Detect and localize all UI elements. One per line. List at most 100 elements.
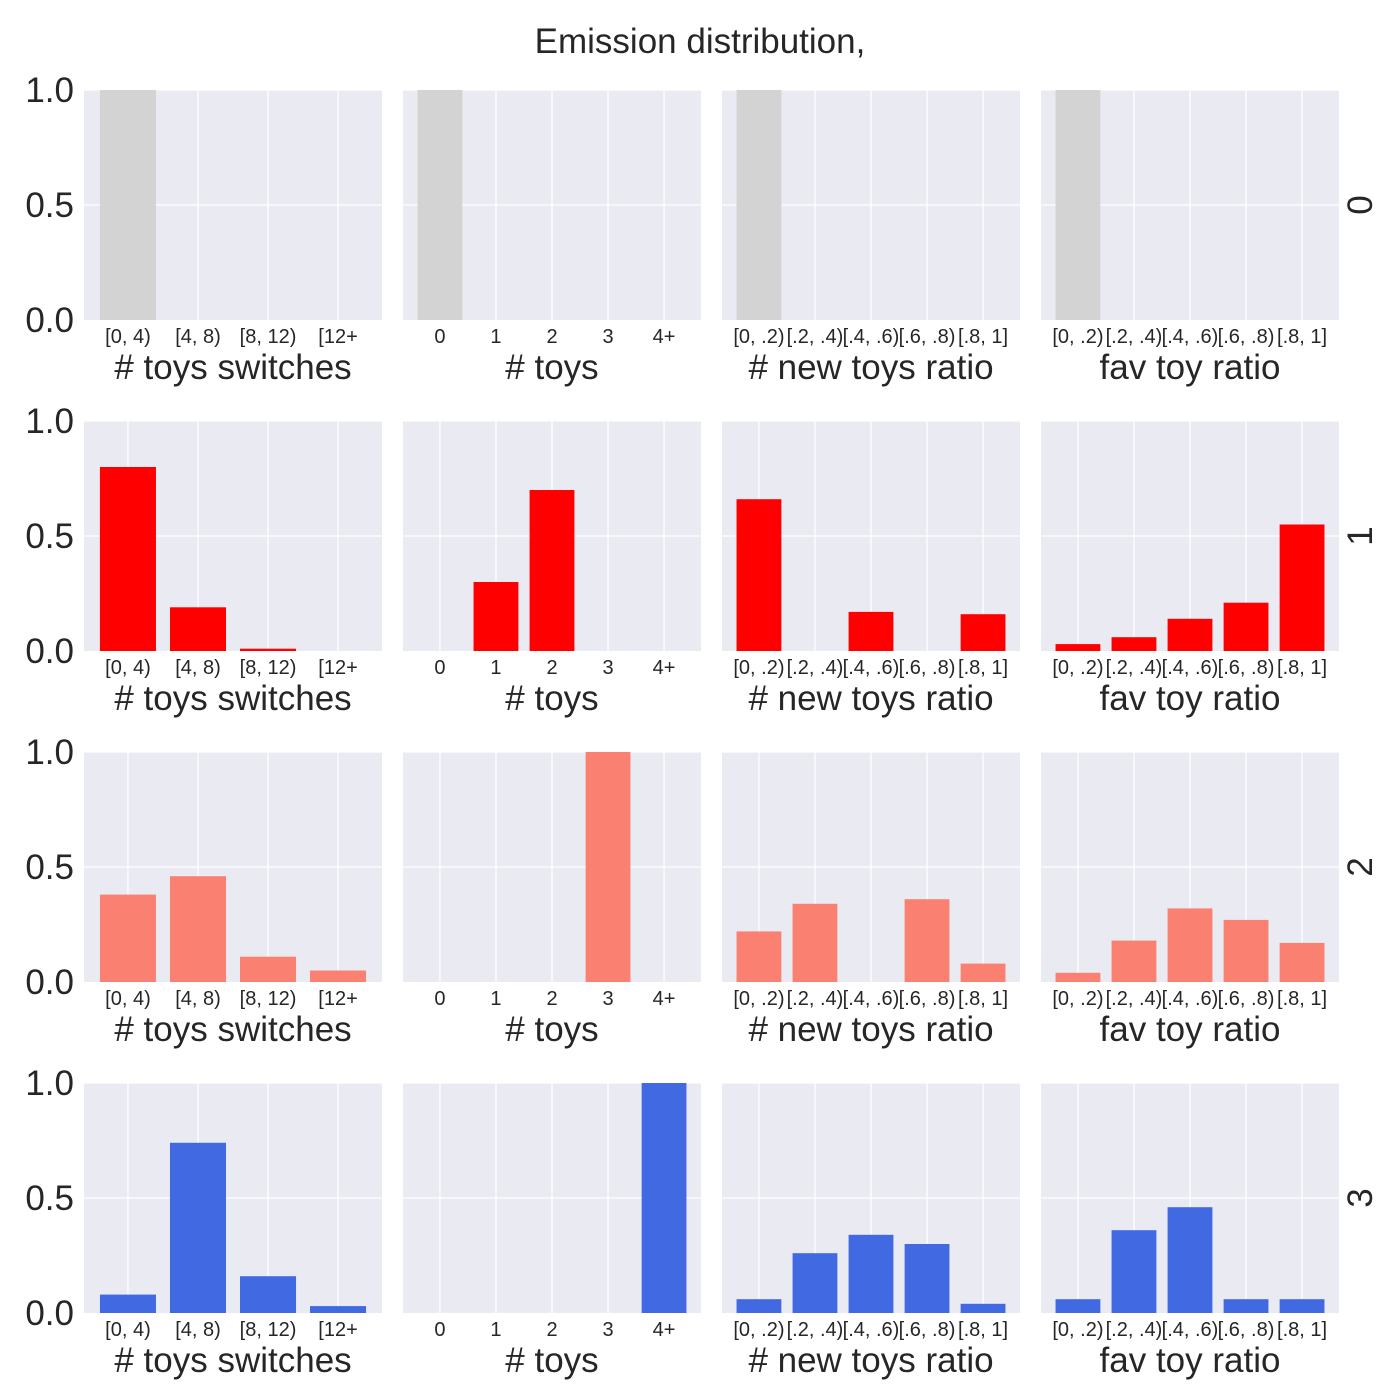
bar	[529, 490, 575, 651]
x-tick-label: [.4, .6)	[1162, 326, 1219, 348]
x-axis-label: fav toy ratio	[1100, 1341, 1281, 1380]
x-tick-label: [0, 4)	[105, 657, 151, 679]
y-tick-label: 1.0	[25, 71, 74, 110]
bar	[1223, 919, 1269, 982]
subplot-panel: [0, .2) [.2, .4) [.4, .6) [.6, .8) [.8, 1]fa…	[1041, 1082, 1339, 1380]
subplot-panel: 0 1 2 3 4+ # toys	[403, 89, 701, 387]
y-tick-label: 0.5	[25, 1179, 74, 1218]
x-tick-label: 4+	[653, 988, 676, 1010]
x-tick-label: 3	[602, 657, 613, 679]
x-tick-label: [.6, .8)	[899, 326, 956, 348]
x-tick-label: [12+	[318, 1319, 357, 1341]
bar	[417, 90, 463, 320]
bar	[240, 1276, 297, 1313]
x-axis-label: # toys switches	[114, 679, 351, 718]
bar	[169, 1142, 226, 1313]
bar	[848, 1234, 894, 1313]
x-tick-label: [8, 12)	[240, 657, 297, 679]
x-tick-label: [0, .2)	[1052, 657, 1103, 679]
subplot-panel: [0, .2) [.2, .4) [.4, .6) [.6, .8) [.8, 1]# …	[722, 1082, 1020, 1380]
x-tick-label: [.4, .6)	[843, 657, 900, 679]
bar	[1279, 524, 1325, 651]
x-tick-label: [.2, .4)	[787, 326, 844, 348]
x-tick-label: [.2, .4)	[787, 1319, 844, 1341]
x-tick-label: [.4, .6)	[843, 326, 900, 348]
x-tick-label: [0, .2)	[1052, 326, 1103, 348]
y-tick-label: 0.5	[25, 517, 74, 556]
x-tick-label: [.6, .8)	[1218, 326, 1275, 348]
bar	[1279, 942, 1325, 982]
x-axis-label: # new toys ratio	[748, 348, 993, 387]
bar	[960, 963, 1006, 982]
row-label-state: 3	[1341, 1188, 1380, 1207]
x-tick-label: [.2, .4)	[1106, 988, 1163, 1010]
x-tick-label: [.8, 1]	[1277, 988, 1327, 1010]
subplot-panel: [0, .2) [.2, .4) [.4, .6) [.6, .8) [.8, 1]fa…	[1041, 751, 1339, 1049]
row-label-state: 2	[1341, 857, 1380, 876]
bar	[1111, 1230, 1157, 1313]
bar	[1055, 644, 1101, 651]
x-tick-label: [.6, .8)	[899, 657, 956, 679]
x-tick-label: 2	[546, 657, 557, 679]
bar	[585, 752, 631, 982]
bar	[1167, 618, 1213, 651]
x-tick-label: [8, 12)	[240, 988, 297, 1010]
subplot-panel: 0 1 2 3 4+ # toys	[403, 1082, 701, 1380]
bar	[736, 1299, 782, 1313]
x-tick-label: 2	[546, 1319, 557, 1341]
x-tick-label: 3	[602, 326, 613, 348]
x-axis-label: # new toys ratio	[748, 1341, 993, 1380]
x-tick-label: 3	[602, 988, 613, 1010]
x-tick-label: [4, 8)	[175, 1319, 221, 1341]
x-axis-label: # toys	[505, 679, 598, 718]
bar	[736, 931, 782, 982]
bar	[99, 90, 156, 320]
subplot-panel: [0, 4) [4, 8) [8, 12) [12+# toys switches	[84, 89, 382, 387]
x-axis-label: # toys	[505, 1010, 598, 1049]
x-tick-label: [.8, 1]	[958, 326, 1008, 348]
x-tick-label: [.8, 1]	[1277, 657, 1327, 679]
subplot-panel: 0 1 2 3 4+ # toys	[403, 751, 701, 1049]
bar	[240, 648, 297, 651]
bar	[99, 894, 156, 982]
x-tick-label: 0	[434, 988, 445, 1010]
x-tick-label: [0, .2)	[1052, 1319, 1103, 1341]
x-tick-label: [.8, 1]	[1277, 1319, 1327, 1341]
y-tick-label: 0.0	[25, 1294, 74, 1333]
bar	[960, 1303, 1006, 1313]
bar	[736, 90, 782, 320]
x-tick-label: [0, .2)	[733, 326, 784, 348]
x-tick-label: [.6, .8)	[1218, 657, 1275, 679]
bar	[960, 614, 1006, 651]
x-tick-label: 1	[490, 326, 501, 348]
bar	[904, 899, 950, 982]
y-tick-label: 0.5	[25, 186, 74, 225]
x-tick-label: [0, .2)	[733, 1319, 784, 1341]
x-tick-label: [.8, 1]	[958, 1319, 1008, 1341]
x-tick-label: [.6, .8)	[899, 988, 956, 1010]
x-tick-label: [8, 12)	[240, 326, 297, 348]
x-tick-label: [.2, .4)	[1106, 1319, 1163, 1341]
bar	[1055, 972, 1101, 982]
x-tick-label: [.2, .4)	[787, 988, 844, 1010]
x-tick-label: [.6, .8)	[1218, 988, 1275, 1010]
x-tick-label: 1	[490, 1319, 501, 1341]
bar	[848, 611, 894, 651]
x-axis-label: # toys switches	[114, 348, 351, 387]
bar	[169, 607, 226, 651]
y-tick-label: 0.5	[25, 848, 74, 887]
x-axis-label: # toys switches	[114, 1341, 351, 1380]
x-tick-label: 3	[602, 1319, 613, 1341]
row-label-state: 1	[1341, 526, 1380, 545]
x-tick-label: 4+	[653, 1319, 676, 1341]
bar	[240, 956, 297, 982]
bar	[1167, 1207, 1213, 1313]
x-axis-label: # toys	[505, 1341, 598, 1380]
x-tick-label: [.8, 1]	[1277, 326, 1327, 348]
subplot-panel: [0, 4) [4, 8) [8, 12) [12+# toys switches	[84, 1082, 382, 1380]
bar	[1167, 908, 1213, 982]
bar	[310, 1306, 367, 1313]
bar	[1223, 602, 1269, 651]
x-tick-label: [.4, .6)	[843, 988, 900, 1010]
x-tick-label: 2	[546, 326, 557, 348]
